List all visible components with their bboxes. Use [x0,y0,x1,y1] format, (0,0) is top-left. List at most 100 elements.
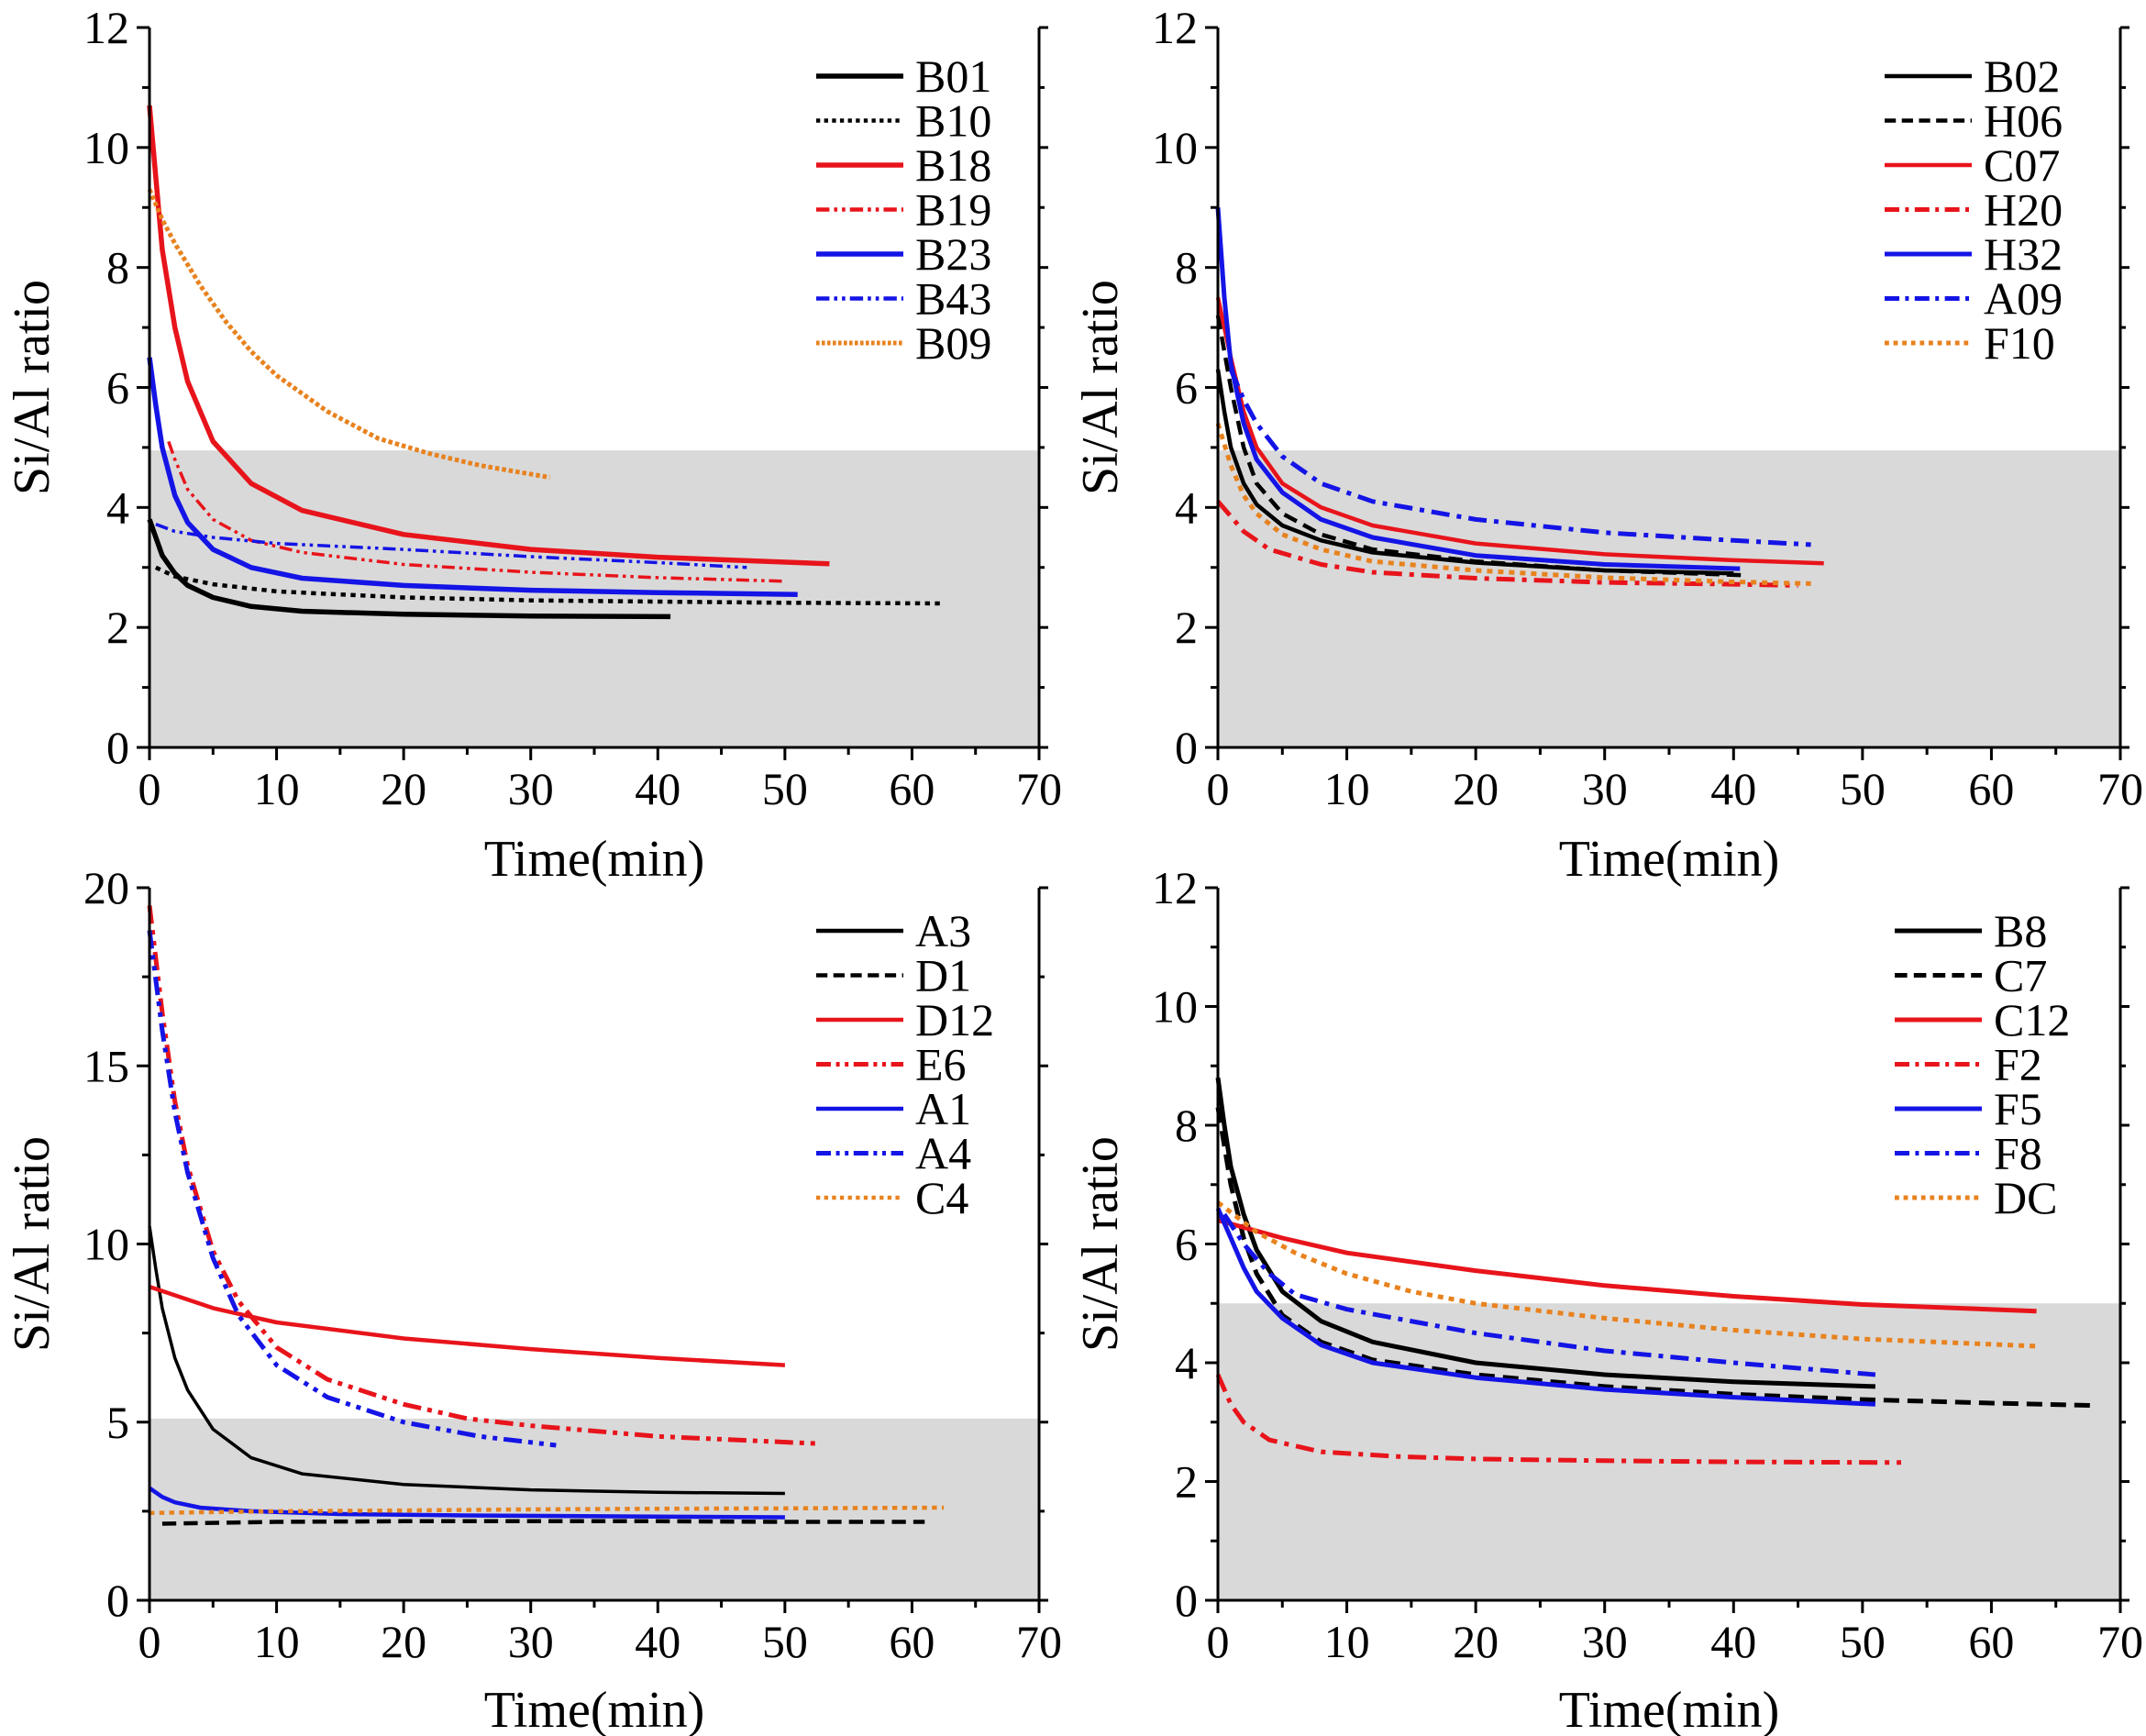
legend-label-A4: A4 [915,1128,971,1179]
x-tick-label: 40 [1710,763,1756,814]
legend-label-DC: DC [1994,1172,2057,1223]
x-tick-label: 70 [2097,763,2143,814]
series-line-A09 [1228,368,1811,547]
x-tick-label: 60 [1968,1616,2014,1667]
shaded-band [149,1418,1039,1600]
series-line-E6 [147,905,817,1446]
series-line-DC [1216,1200,2037,1349]
shaded-band [149,450,1039,747]
y-tick-label: 2 [1175,1456,1198,1508]
series-line-F8 [1222,1212,1876,1377]
legend-label-H32: H32 [1984,228,2063,280]
y-tick-label: 0 [1175,1575,1198,1626]
legend-label-D12: D12 [915,994,994,1045]
x-tick-label: 50 [1840,763,1886,814]
legend-label-F10: F10 [1984,317,2055,369]
y-tick-label: 10 [83,122,129,173]
series-line-B18 [147,105,830,567]
x-tick-label: 60 [889,763,935,814]
x-tick-label: 20 [1453,1616,1499,1667]
series-line-C4 [149,1505,945,1516]
x-tick-label: 0 [1207,1616,1230,1667]
y-axis-label: Si/Al ratio [1072,280,1129,495]
y-tick-label: 2 [106,602,129,653]
y-tick-label: 5 [106,1397,129,1448]
series-line-A3 [148,1225,785,1496]
y-axis-label: Si/Al ratio [1072,1136,1129,1352]
x-tick-label: 20 [381,1616,426,1667]
legend-label-H20: H20 [1984,184,2063,236]
x-tick-label: 20 [381,763,426,814]
y-tick-label: 8 [1175,1100,1198,1151]
legend-label-F2: F2 [1994,1039,2042,1090]
y-tick-label: 10 [83,1219,129,1270]
series-line-D1 [161,1519,925,1526]
y-axis-label: Si/Al ratio [4,1136,61,1352]
legend-label-B8: B8 [1994,905,2047,956]
y-tick-label: 12 [1152,2,1198,53]
y-tick-label: 8 [1175,242,1198,293]
y-tick-label: 10 [1152,122,1198,173]
legend-label-F5: F5 [1994,1083,2042,1134]
legend-label-C12: C12 [1994,994,2070,1045]
panel-top-right: 0 10 20 30 40 50 60 70 0 2 4 6 8 10 12 Time(min) Si/Al r… [1072,2,2143,888]
y-tick-label: 2 [1175,602,1198,653]
legend-label-B02: B02 [1984,50,2060,102]
x-tick-label: 40 [635,763,680,814]
x-tick-label: 70 [1016,763,1062,814]
legend-label-C07: C07 [1984,139,2060,191]
legend-label-B10: B10 [915,95,991,147]
legend-label-E6: E6 [915,1039,967,1090]
y-tick-label: 15 [83,1040,129,1091]
legend-label-B18: B18 [915,139,991,191]
x-tick-label: 10 [1324,1616,1370,1667]
legend-label-A1: A1 [915,1083,971,1134]
series-line-F5 [1215,1207,1876,1407]
legend-label-A09: A09 [1984,273,2063,325]
x-tick-label: 30 [1582,1616,1628,1667]
y-tick-label: 10 [1152,981,1198,1033]
y-tick-label: 6 [1175,1219,1198,1270]
x-tick-label: 50 [762,1616,808,1667]
series-line-B23 [147,357,798,597]
x-tick-label: 70 [1016,1616,1062,1667]
x-tick-label: 60 [889,1616,935,1667]
shaded-band [1218,1303,2120,1600]
legend-label-D1: D1 [915,950,971,1001]
series-line-H32 [1215,207,1741,571]
series-line-B19 [167,440,785,583]
legend-label-B01: B01 [915,50,991,102]
x-tick-label: 10 [254,763,300,814]
y-tick-label: 0 [106,1575,129,1626]
series-line-H20 [1216,500,1798,588]
series-line-A4 [147,930,557,1448]
y-tick-label: 8 [106,242,129,293]
x-tick-label: 70 [2097,1616,2143,1667]
x-tick-label: 10 [254,1616,300,1667]
x-tick-label: 10 [1324,763,1370,814]
y-tick-label: 4 [1175,1337,1198,1388]
series-line-D12 [149,1284,786,1367]
x-tick-label: 40 [635,1616,680,1667]
y-tick-label: 0 [106,722,129,773]
x-tick-label: 60 [1968,763,2014,814]
x-tick-label: 0 [138,763,161,814]
y-tick-label: 0 [1175,722,1198,773]
x-tick-label: 50 [762,763,808,814]
x-tick-label: 40 [1710,1616,1756,1667]
y-tick-label: 12 [1152,862,1198,913]
series-line-B8 [1215,1077,1875,1389]
y-tick-label: 4 [1175,481,1198,533]
legend-label-B09: B09 [915,317,991,369]
legend-label-B43: B43 [915,273,991,325]
legend-label-C7: C7 [1994,950,2047,1001]
y-tick-label: 4 [106,481,129,533]
x-axis-label: Time(min) [484,1682,705,1736]
x-tick-label: 0 [1207,763,1230,814]
x-tick-label: 30 [508,1616,554,1667]
series-line-F2 [1215,1373,1902,1465]
